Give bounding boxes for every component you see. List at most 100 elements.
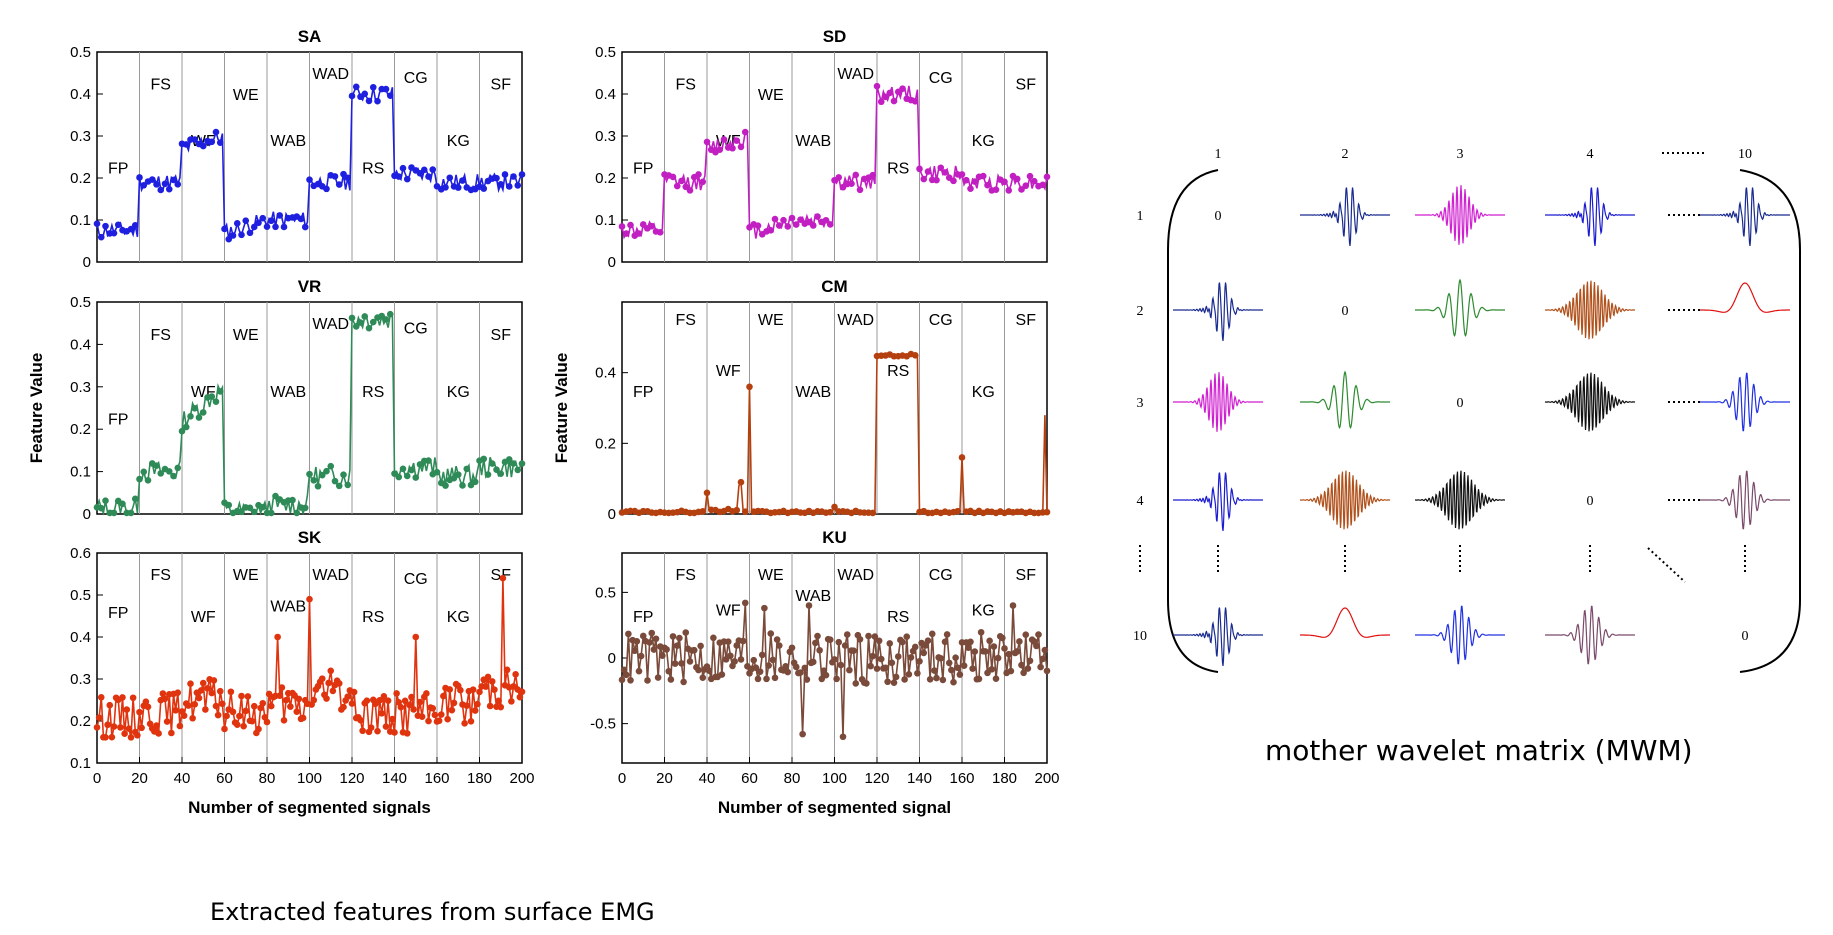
data-point: [446, 686, 454, 693]
data-point: [259, 503, 267, 511]
data-point: [127, 225, 135, 233]
data-point: [512, 671, 519, 678]
data-point: [797, 669, 804, 676]
data-point: [410, 706, 417, 713]
data-point: [125, 725, 133, 732]
y-tick-label: 0.3: [595, 128, 616, 145]
data-point: [669, 173, 677, 181]
region-label: FS: [676, 567, 696, 584]
data-point: [882, 664, 889, 672]
region-label: WAD: [312, 316, 349, 333]
data-point: [136, 708, 143, 716]
data-point: [852, 680, 860, 687]
data-point: [363, 697, 371, 704]
data-point: [199, 142, 207, 150]
region-label: FS: [151, 77, 171, 94]
data-point: [727, 652, 734, 660]
data-point: [267, 702, 275, 710]
feature-charts: FPFSWFWEWABWADRSCGKGSFSA00.10.20.30.40.5…: [27, 27, 1060, 817]
data-point: [131, 221, 139, 229]
data-point: [950, 177, 957, 185]
data-point: [992, 186, 1000, 193]
mwm-col-header: 2: [1342, 147, 1349, 162]
x-tick-label: 140: [382, 770, 407, 787]
data-point: [395, 173, 403, 180]
data-point: [967, 185, 974, 192]
y-tick-label: 0.1: [70, 464, 91, 481]
data-point: [739, 637, 747, 645]
data-point: [639, 221, 647, 228]
mwm-zero: 0: [1742, 629, 1749, 644]
region-label: RS: [362, 384, 384, 401]
mwm-wavelet: [1544, 280, 1636, 340]
data-point: [667, 676, 675, 683]
data-point: [331, 173, 339, 180]
data-point: [350, 688, 358, 696]
data-point: [425, 173, 432, 180]
y-tick-label: 0.6: [70, 545, 91, 562]
y-tick-label: 0.4: [595, 86, 616, 103]
data-point: [690, 646, 698, 654]
data-point: [625, 630, 632, 638]
data-point: [1037, 663, 1044, 671]
data-point: [899, 85, 906, 92]
data-point: [459, 177, 466, 184]
data-point: [255, 725, 262, 733]
data-point: [189, 714, 196, 722]
data-point: [841, 642, 849, 649]
region-label: KG: [447, 133, 470, 150]
data-point: [493, 174, 500, 182]
data-point: [888, 659, 896, 667]
data-point: [382, 723, 390, 730]
data-point: [673, 642, 681, 649]
data-point: [442, 184, 449, 191]
data-point: [221, 725, 228, 733]
data-point: [297, 215, 305, 223]
x-tick-label: 80: [259, 770, 276, 787]
data-point: [493, 466, 500, 473]
data-point: [310, 477, 318, 484]
region-label: CG: [929, 70, 953, 87]
y-tick-label: 0: [83, 254, 91, 271]
data-point: [318, 471, 326, 479]
data-point: [620, 666, 628, 674]
data-point: [703, 489, 711, 497]
data-point: [848, 180, 855, 188]
x-tick-label: 200: [509, 770, 534, 787]
data-point: [110, 723, 118, 730]
data-point: [246, 229, 254, 237]
y-tick-label: 0: [608, 650, 616, 667]
data-point: [102, 733, 109, 741]
region-label: SF: [1016, 312, 1037, 329]
data-point: [344, 174, 352, 182]
region-label: WE: [233, 327, 259, 344]
data-point: [382, 316, 390, 323]
region-label: WE: [758, 567, 784, 584]
data-point: [259, 214, 267, 222]
data-point: [650, 646, 658, 653]
data-point: [1013, 648, 1021, 655]
data-point: [165, 468, 173, 475]
data-point: [928, 630, 936, 638]
data-point: [869, 509, 877, 517]
data-point: [988, 665, 996, 673]
data-point: [450, 699, 458, 707]
region-label: FS: [676, 312, 696, 329]
mwm-col-header: 4: [1587, 147, 1594, 162]
data-point: [306, 470, 313, 478]
data-point: [737, 143, 745, 151]
data-point: [369, 318, 377, 326]
data-point: [856, 635, 864, 643]
data-point: [227, 688, 235, 696]
data-point: [911, 98, 919, 105]
y-tick-label: 0.5: [595, 584, 616, 601]
data-point: [958, 171, 966, 178]
data-point: [497, 703, 505, 711]
region-label: CG: [929, 567, 953, 584]
data-point: [484, 471, 492, 478]
chart-title: SA: [298, 27, 322, 46]
y-tick-label: 0.3: [70, 671, 91, 688]
data-point: [805, 602, 813, 609]
data-point: [435, 717, 443, 725]
